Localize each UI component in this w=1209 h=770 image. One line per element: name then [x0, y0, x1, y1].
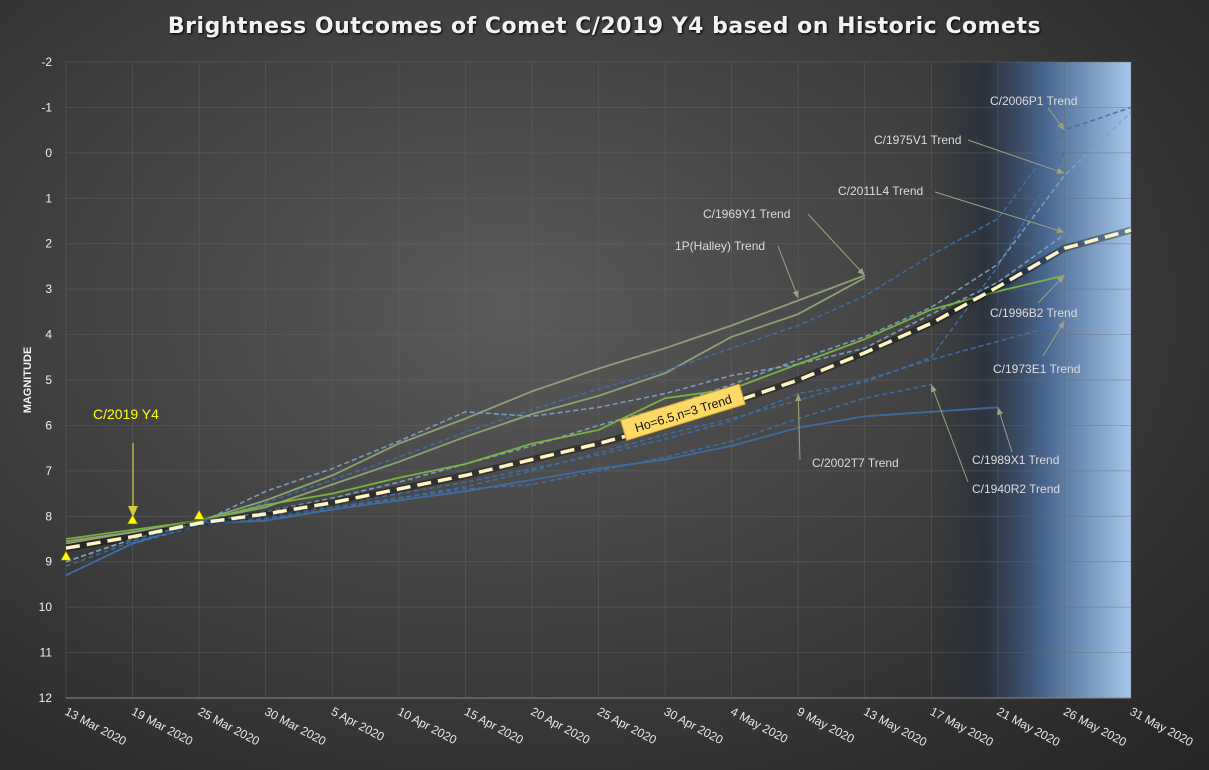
observation-marker	[193, 509, 205, 520]
x-tick-label: 13 May 2020	[861, 704, 929, 749]
x-tick-label: 5 Apr 2020	[329, 704, 387, 744]
annotation-leader	[777, 245, 799, 299]
annotation-arrowhead	[1056, 227, 1065, 234]
annotation-arrowhead	[792, 290, 799, 299]
x-tick-label: 9 May 2020	[795, 704, 857, 746]
annotation-label: C/1996B2 Trend	[990, 306, 1077, 320]
y-tick-label: 0	[45, 146, 52, 160]
series-line	[65, 383, 932, 577]
x-tick-label: 30 Apr 2020	[662, 704, 726, 747]
observation-arrowhead	[128, 506, 138, 517]
series-line	[65, 152, 1066, 577]
trend-label-box	[619, 383, 746, 442]
annotation-leader	[934, 191, 1065, 233]
annotation-label: C/1975V1 Trend	[874, 133, 961, 147]
y-tick-label: 6	[45, 418, 52, 432]
y-axis-label: MAGNITUDE	[22, 346, 34, 414]
x-tick-label: 13 Mar 2020	[63, 704, 129, 748]
y-tick-label: 5	[45, 373, 52, 387]
main-trend-line	[65, 228, 1132, 550]
annotation-label: C/1973E1 Trend	[993, 362, 1080, 376]
y-tick-label: 7	[45, 464, 52, 478]
y-tick-label: 9	[45, 555, 52, 569]
y-tick-label: 2	[45, 237, 52, 251]
annotation-arrowhead	[997, 407, 1004, 416]
series-line	[65, 274, 1065, 540]
x-tick-label: 25 Mar 2020	[196, 704, 262, 748]
annotation-label: C/1989X1 Trend	[972, 453, 1059, 467]
observation-label: C/2019 Y4	[93, 406, 159, 422]
y-tick-label: 1	[45, 191, 52, 205]
x-tick-label: 15 Apr 2020	[462, 704, 526, 747]
x-tick-label: 26 May 2020	[1061, 704, 1129, 749]
x-tick-label: 19 Mar 2020	[129, 704, 195, 748]
x-tick-label: 17 May 2020	[928, 704, 996, 749]
y-tick-label: 12	[39, 691, 53, 705]
annotation-arrowhead	[1057, 122, 1065, 131]
x-tick-label: 20 Apr 2020	[529, 704, 593, 747]
observation-marker	[60, 550, 72, 561]
y-tick-label: 10	[39, 600, 53, 614]
annotation-leader	[930, 384, 969, 483]
annotation-arrowhead	[930, 384, 937, 393]
annotation-label: C/1969Y1 Trend	[703, 207, 790, 221]
annotation-label: 1P(Halley) Trend	[675, 239, 765, 253]
series-line	[65, 406, 998, 577]
annotation-arrowhead	[1057, 320, 1065, 329]
annotation-label: C/2002T7 Trend	[812, 456, 899, 470]
series-line	[65, 233, 1065, 563]
x-tick-label: 25 Apr 2020	[595, 704, 659, 747]
main-trend-label: Ho=6.5,n=3 Trend	[619, 383, 746, 442]
y-tick-label: 4	[45, 328, 52, 342]
annotation-leader	[967, 139, 1065, 174]
annotation-arrowhead	[1057, 275, 1065, 283]
annotation-label: C/1940R2 Trend	[972, 482, 1060, 496]
series-line	[65, 111, 1132, 563]
annotation-arrowhead	[1056, 167, 1065, 174]
x-tick-label: 31 May 2020	[1128, 704, 1196, 749]
annotation-label: C/2006P1 Trend	[990, 94, 1077, 108]
x-tick-label: 30 Mar 2020	[262, 704, 328, 748]
y-tick-label: 3	[45, 282, 52, 296]
y-tick-label: 11	[40, 646, 53, 660]
y-tick-label: -2	[41, 55, 52, 69]
annotation-label: C/2011L4 Trend	[838, 184, 923, 198]
annotation-arrowhead	[795, 393, 802, 402]
annotation-arrowhead	[857, 267, 865, 276]
annotation-leader	[797, 393, 801, 461]
chart-title: Brightness Outcomes of Comet C/2019 Y4 b…	[167, 14, 1042, 39]
x-tick-label: 21 May 2020	[994, 704, 1062, 749]
y-tick-label: -1	[41, 100, 52, 114]
y-tick-label: 8	[45, 509, 52, 523]
annotation-leader	[997, 407, 1013, 453]
observation-marker	[127, 514, 139, 525]
annotation-leader	[807, 213, 866, 276]
x-tick-label: 4 May 2020	[728, 704, 790, 746]
x-tick-label: 10 Apr 2020	[395, 704, 459, 747]
